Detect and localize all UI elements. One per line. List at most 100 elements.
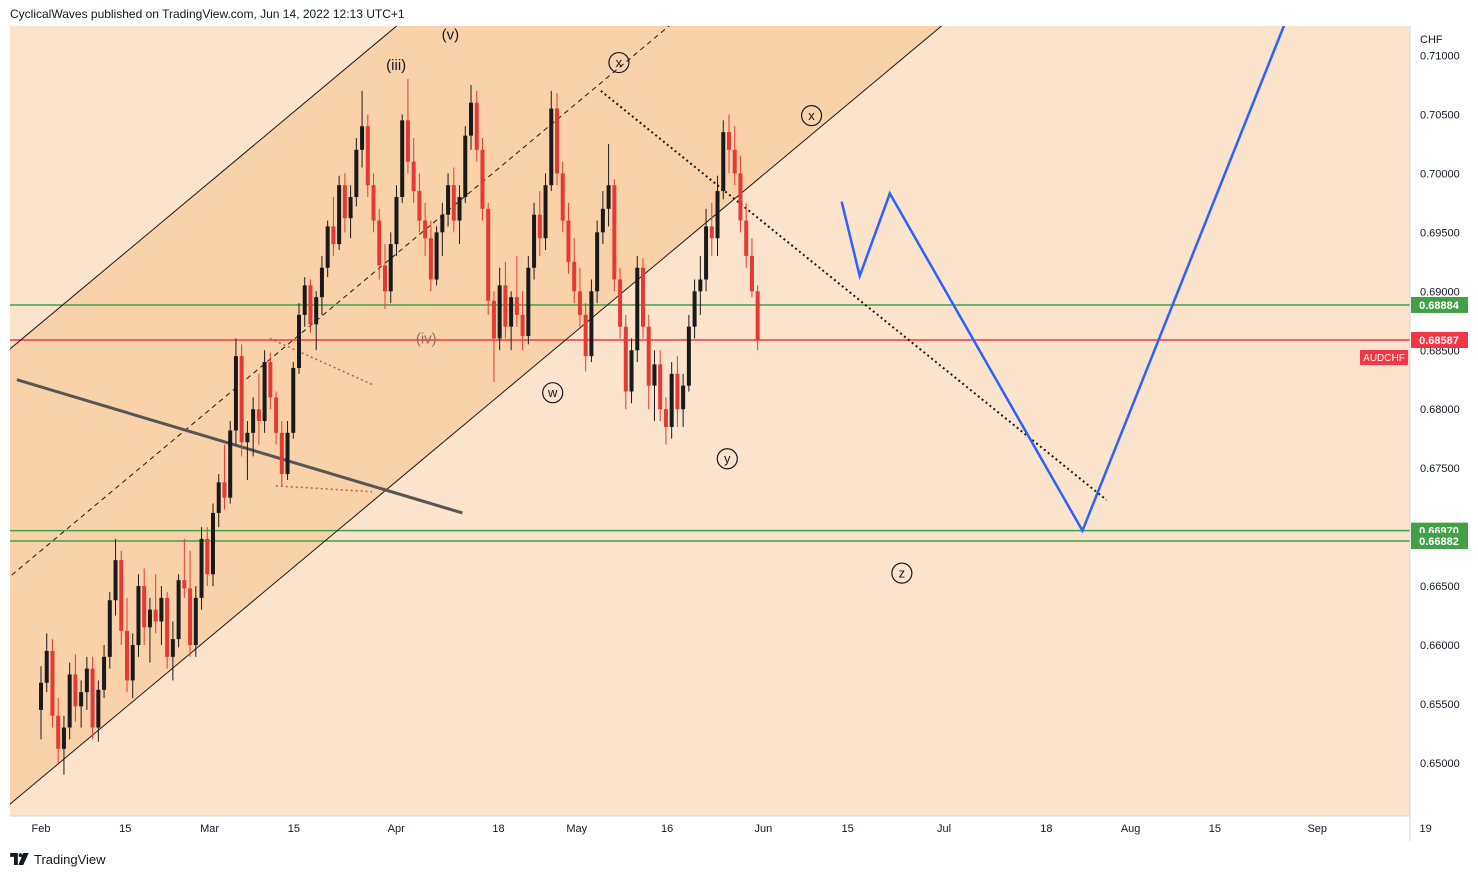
candle-body <box>589 291 594 357</box>
candle-body <box>153 609 158 622</box>
candle-body <box>497 285 502 339</box>
wave-labels: (iii) (v) (iv) x x w y z <box>386 26 913 584</box>
candle-body <box>383 265 387 292</box>
candle-body <box>56 715 61 749</box>
candle-body <box>692 291 697 327</box>
candle-body <box>182 580 187 589</box>
candle-body <box>663 409 668 427</box>
wave-label-circle <box>800 105 823 127</box>
candle-body <box>211 512 215 575</box>
candles <box>39 79 760 775</box>
candle-body <box>652 364 657 386</box>
wave-label-circle <box>542 382 564 404</box>
candle-body <box>721 132 726 192</box>
candle-body <box>222 482 227 498</box>
candle-body <box>532 214 537 268</box>
candle-body <box>125 630 129 681</box>
candle-body <box>600 208 605 233</box>
time-tick-label: 15 <box>119 823 131 835</box>
channel-upper-line[interactable] <box>10 26 1064 353</box>
candle-body <box>555 108 559 174</box>
wave-label: (iv) <box>416 330 437 347</box>
candle-body <box>113 560 118 601</box>
price-label-bg <box>1411 331 1468 348</box>
candle-body <box>480 149 485 209</box>
candle-body <box>509 297 514 327</box>
candle-body <box>446 185 451 215</box>
candle-body <box>474 102 479 150</box>
price-tick-label: 0.67500 <box>1420 463 1460 475</box>
trendline[interactable] <box>600 90 1108 501</box>
candle-body <box>583 314 588 357</box>
price-label-bg <box>1411 533 1468 550</box>
candle-body <box>84 668 89 693</box>
candle-body <box>251 409 256 433</box>
time-tick-label: Feb <box>32 823 51 835</box>
price-tick-label: 0.69000 <box>1420 286 1460 298</box>
wave-label-circle <box>716 448 738 470</box>
time-tick-label: 16 <box>661 823 673 835</box>
candle-body <box>606 185 611 209</box>
time-tick-label: Jun <box>755 823 773 835</box>
candle-body <box>142 586 147 628</box>
candle-body <box>377 220 382 266</box>
chart-svg[interactable]: (iii) (v) (iv) x x w y z CHF 0.71000 0.70500 0.70… <box>10 26 1468 841</box>
candle-body <box>675 373 680 410</box>
candle-body <box>107 600 112 657</box>
chart-frame[interactable]: (iii) (v) (iv) x x w y z CHF 0.71000 0.70500 0.70… <box>10 26 1468 841</box>
candle-body <box>302 285 307 315</box>
candle-body <box>256 409 261 421</box>
candle-body <box>119 560 124 631</box>
candle-body <box>434 232 439 280</box>
candle-body <box>90 668 95 728</box>
candle-body <box>738 173 743 221</box>
candle-body <box>245 432 250 443</box>
candle-body <box>394 196 399 245</box>
candle-body <box>61 727 66 749</box>
price-tick-label: 0.68500 <box>1420 345 1460 357</box>
price-axis[interactable]: 0.71000 0.70500 0.70000 0.69500 0.69000 0.685… <box>1420 50 1460 769</box>
candle-body <box>612 185 617 280</box>
channel-lower-line[interactable] <box>10 26 1064 808</box>
footer-brand[interactable]: TradingView <box>10 850 106 868</box>
candle-body <box>400 120 405 197</box>
price-tick-label: 0.65000 <box>1420 758 1460 770</box>
time-tick-label: May <box>566 823 587 835</box>
price-label-bg <box>1411 296 1468 313</box>
wave-label: (iii) <box>386 57 406 74</box>
candle-body <box>228 430 233 498</box>
candle-body <box>188 588 193 646</box>
candle-body <box>325 226 330 268</box>
trendline[interactable] <box>275 485 373 493</box>
candle-body <box>268 362 273 398</box>
candle-body <box>727 132 731 150</box>
candle-body <box>577 291 582 315</box>
price-tick-label: 0.71000 <box>1420 50 1460 62</box>
candle-body <box>308 285 313 325</box>
symbol-tag: AUDCHF <box>1360 349 1408 365</box>
candle-body <box>520 314 525 337</box>
trendline[interactable] <box>16 378 463 515</box>
time-tick-label: 15 <box>288 823 300 835</box>
candle-body <box>549 108 554 186</box>
candle-body <box>514 297 519 315</box>
candle-body <box>365 126 370 186</box>
time-axis[interactable]: Feb 15 Mar 15 Apr 18 May 16 Jun 15 Jul 18 Aug 15 Sep 19 <box>32 823 1432 835</box>
candle-body <box>543 185 548 239</box>
trendline[interactable] <box>269 337 373 386</box>
candle-body <box>623 326 628 392</box>
candle-body <box>463 135 468 197</box>
candle-body <box>732 149 737 174</box>
price-tick-label: 0.70000 <box>1420 168 1460 180</box>
candle-body <box>205 538 210 575</box>
time-tick-label: Jul <box>937 823 951 835</box>
wave-projection-path[interactable] <box>840 26 1287 534</box>
candle-body <box>658 364 663 410</box>
candle-body <box>67 674 72 728</box>
candle-body <box>457 196 462 221</box>
price-tick-label: 0.65500 <box>1420 699 1460 711</box>
candle-body <box>709 226 714 239</box>
candle-body <box>39 682 43 710</box>
candle-body <box>96 689 101 728</box>
